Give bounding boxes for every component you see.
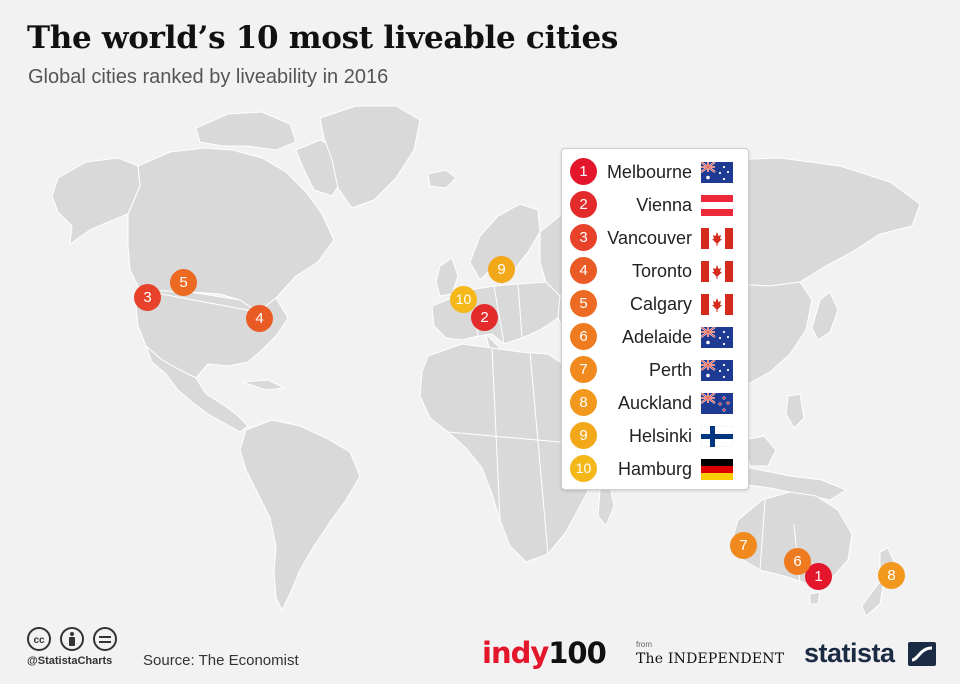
cc-icon [27, 627, 51, 651]
city-name: Toronto [631, 261, 692, 281]
austria-flag-icon [701, 195, 733, 216]
rank-badge: 8 [570, 389, 597, 416]
legend-row: 3 Vancouver [562, 223, 748, 253]
marker-auckland[interactable]: 8 [878, 562, 905, 589]
land-philippines [785, 393, 805, 429]
statista-handle: @StatistaCharts [27, 655, 113, 667]
new-zealand-flag-icon [701, 393, 733, 414]
city-name: Hamburg [617, 459, 692, 479]
land-iceland [427, 169, 457, 189]
australia-flag-icon [701, 327, 733, 348]
land-tasmania [809, 591, 821, 605]
canada-flag-icon [701, 261, 733, 282]
land-canada [127, 147, 335, 313]
land-japan [811, 291, 839, 341]
land-australia [731, 491, 853, 585]
rank-badge: 3 [570, 224, 597, 251]
legend-row: 8 Auckland [562, 388, 748, 418]
rank-badge: 1 [570, 158, 597, 185]
city-name: Helsinki [628, 426, 692, 446]
legend-row: 6 Adelaide [562, 322, 748, 352]
land-arctic-islands [195, 111, 297, 151]
land-cuba [241, 379, 285, 391]
rank-badge: 6 [570, 323, 597, 350]
marker-calgary[interactable]: 5 [170, 269, 197, 296]
land-mexico [145, 345, 249, 433]
statista-logo[interactable]: statista [804, 638, 895, 668]
rank-badge: 4 [570, 257, 597, 284]
city-name: Melbourne [606, 162, 692, 182]
legend-row: 9 Helsinki [562, 421, 748, 451]
indy100-logo[interactable]: indy100 [482, 636, 607, 670]
marker-perth[interactable]: 7 [730, 532, 757, 559]
svg-text:cc: cc [33, 635, 45, 646]
rank-badge: 5 [570, 290, 597, 317]
marker-toronto[interactable]: 4 [246, 305, 273, 332]
rank-badge: 2 [570, 191, 597, 218]
marker-vienna[interactable]: 2 [471, 304, 498, 331]
legend-row: 1 Melbourne [562, 157, 748, 187]
ranking-legend: 1 Melbourne 2 Vienna 3 Vancouver 4 Toron… [561, 148, 749, 490]
land-south-america [239, 419, 361, 611]
city-name: Perth [648, 360, 692, 380]
marker-helsinki[interactable]: 9 [488, 256, 515, 283]
legend-row: 5 Calgary [562, 289, 748, 319]
creative-commons-icons: cc [27, 627, 117, 651]
marker-vancouver[interactable]: 3 [134, 284, 161, 311]
land-alaska [51, 157, 141, 245]
rank-badge: 7 [570, 356, 597, 383]
marker-hamburg[interactable]: 10 [450, 286, 477, 313]
city-name: Calgary [629, 294, 692, 314]
legend-row: 2 Vienna [562, 190, 748, 220]
germany-flag-icon [701, 459, 733, 480]
city-name: Auckland [617, 393, 692, 413]
marker-adelaide[interactable]: 6 [784, 548, 811, 575]
legend-row: 10 Hamburg [562, 454, 748, 484]
land-borneo [743, 435, 777, 467]
land-new-zealand-south [861, 579, 885, 617]
nd-icon [93, 627, 117, 651]
australia-flag-icon [701, 360, 733, 381]
canada-flag-icon [701, 294, 733, 315]
statista-mark-icon [908, 642, 936, 666]
chart-title: The world’s 10 most liveable cities [27, 20, 619, 56]
land-greenland [319, 105, 421, 209]
legend-row: 4 Toronto [562, 256, 748, 286]
land-madagascar [597, 485, 615, 527]
by-icon [60, 627, 84, 651]
australia-flag-icon [701, 162, 733, 183]
land-africa [419, 343, 605, 563]
city-name: Vancouver [607, 228, 692, 248]
city-name: Vienna [636, 195, 692, 215]
rank-badge: 10 [570, 455, 597, 482]
finland-flag-icon [701, 426, 733, 447]
legend-row: 7 Perth [562, 355, 748, 385]
independent-logo[interactable]: The INDEPENDENT [636, 651, 785, 667]
from-label: from [636, 640, 652, 649]
source-label: Source: The Economist [143, 652, 299, 669]
rank-badge: 9 [570, 422, 597, 449]
chart-subtitle: Global cities ranked by liveability in 2… [28, 66, 389, 88]
city-name: Adelaide [621, 327, 692, 347]
canada-flag-icon [701, 228, 733, 249]
